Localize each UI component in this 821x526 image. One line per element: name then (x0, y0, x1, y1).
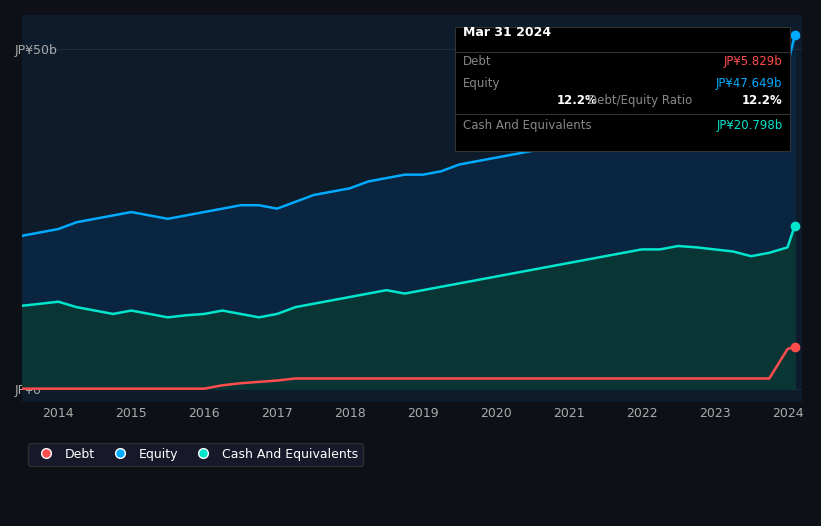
Text: 12.2%: 12.2% (742, 94, 782, 107)
Text: Cash And Equivalents: Cash And Equivalents (463, 119, 591, 132)
Text: Debt/Equity Ratio: Debt/Equity Ratio (588, 94, 692, 107)
Text: Debt: Debt (463, 55, 491, 68)
Text: JP¥20.798b: JP¥20.798b (717, 119, 782, 132)
FancyBboxPatch shape (455, 27, 791, 150)
Text: Mar 31 2024: Mar 31 2024 (463, 26, 551, 39)
Text: JP¥5.829b: JP¥5.829b (724, 55, 782, 68)
Text: 12.2%: 12.2% (557, 94, 597, 107)
Text: JP¥47.649b: JP¥47.649b (716, 77, 782, 89)
Text: Equity: Equity (463, 77, 500, 89)
Legend: Debt, Equity, Cash And Equivalents: Debt, Equity, Cash And Equivalents (28, 443, 363, 466)
